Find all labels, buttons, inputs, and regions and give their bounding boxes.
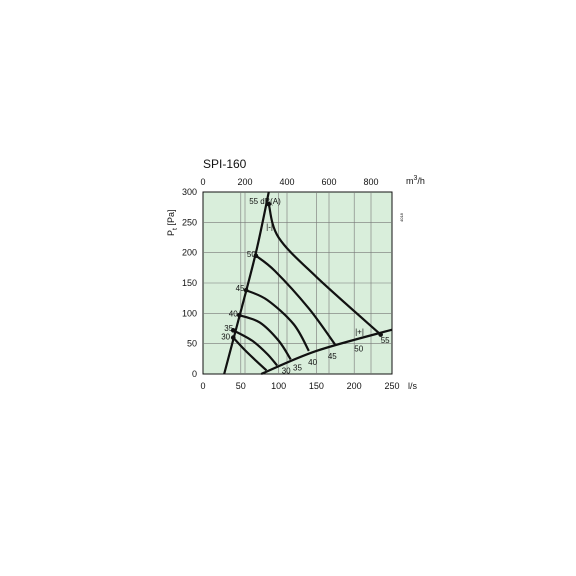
x-tick-label: 50 [236, 381, 246, 391]
sound-level-label: 50 [247, 250, 256, 259]
sound-level-label: 55 [381, 336, 390, 345]
range-marker: |-| [266, 223, 273, 232]
y-tick-label: 200 [182, 248, 197, 258]
top-axis-unit: m3/h [406, 175, 425, 186]
chart-code: 4018 [399, 212, 404, 222]
x-top-tick-label: 0 [200, 177, 205, 187]
fan-curve-35 [232, 329, 278, 367]
sound-level-label: 30 [221, 332, 230, 341]
y-tick-label: 300 [182, 187, 197, 197]
operating-point-marker [253, 253, 259, 258]
y-tick-label: 250 [182, 217, 197, 227]
x-top-tick-label: 800 [363, 177, 378, 187]
axis-ticks: 0 50 100 150 200 250 0 200 400 600 800 0 50 100 150 200… [182, 177, 400, 391]
sound-level-label: 50 [354, 345, 363, 354]
operating-curves [232, 203, 382, 372]
operating-point-marker [266, 201, 272, 207]
sound-level-label: 55 dB(A) [249, 197, 281, 206]
operating-point-marker [243, 287, 249, 293]
x-tick-label: 250 [384, 381, 399, 391]
y-tick-label: 0 [192, 369, 197, 379]
operating-point-marker [230, 328, 236, 333]
bottom-axis-unit: l/s [408, 381, 418, 391]
sound-level-label: 35 [293, 363, 302, 372]
x-tick-label: 200 [347, 381, 362, 391]
sound-level-label: 45 [328, 352, 337, 361]
fan-curve-50 [255, 254, 337, 346]
sound-level-label: 40 [229, 309, 238, 318]
sound-level-label: 30 [282, 366, 291, 375]
fan-curve-45 [245, 289, 310, 352]
y-axis-label: Pt [Pa] [166, 210, 179, 236]
fan-curve-40 [238, 314, 292, 361]
x-tick-label: 100 [271, 381, 286, 391]
sound-level-label: 45 [236, 284, 245, 293]
system-curve-lower [260, 328, 393, 376]
operating-point-marker [230, 335, 236, 340]
y-tick-label: 50 [187, 339, 197, 349]
y-tick-label: 100 [182, 308, 197, 318]
x-top-tick-label: 400 [279, 177, 294, 187]
range-marker: |+| [355, 328, 364, 337]
x-top-tick-label: 200 [237, 177, 252, 187]
sound-level-label: 35 [224, 324, 233, 333]
fan-curve-55 [267, 203, 382, 336]
operating-point-marker [236, 312, 242, 318]
y-tick-label: 150 [182, 278, 197, 288]
chart-title: SPI-160 [203, 157, 247, 171]
sound-level-label: 40 [308, 358, 317, 367]
x-tick-label: 0 [200, 381, 205, 391]
operating-point-marker [378, 332, 383, 337]
x-top-tick-label: 600 [321, 177, 336, 187]
grid [203, 192, 392, 374]
x-tick-label: 150 [309, 381, 324, 391]
fan-curve-30 [232, 336, 268, 372]
